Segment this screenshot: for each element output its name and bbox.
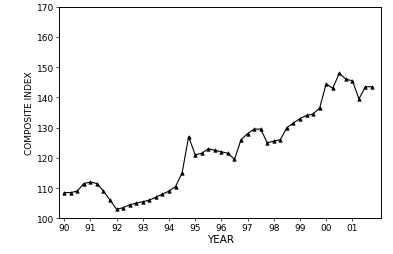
X-axis label: YEAR: YEAR: [207, 234, 233, 244]
Y-axis label: COMPOSITE INDEX: COMPOSITE INDEX: [25, 71, 34, 155]
